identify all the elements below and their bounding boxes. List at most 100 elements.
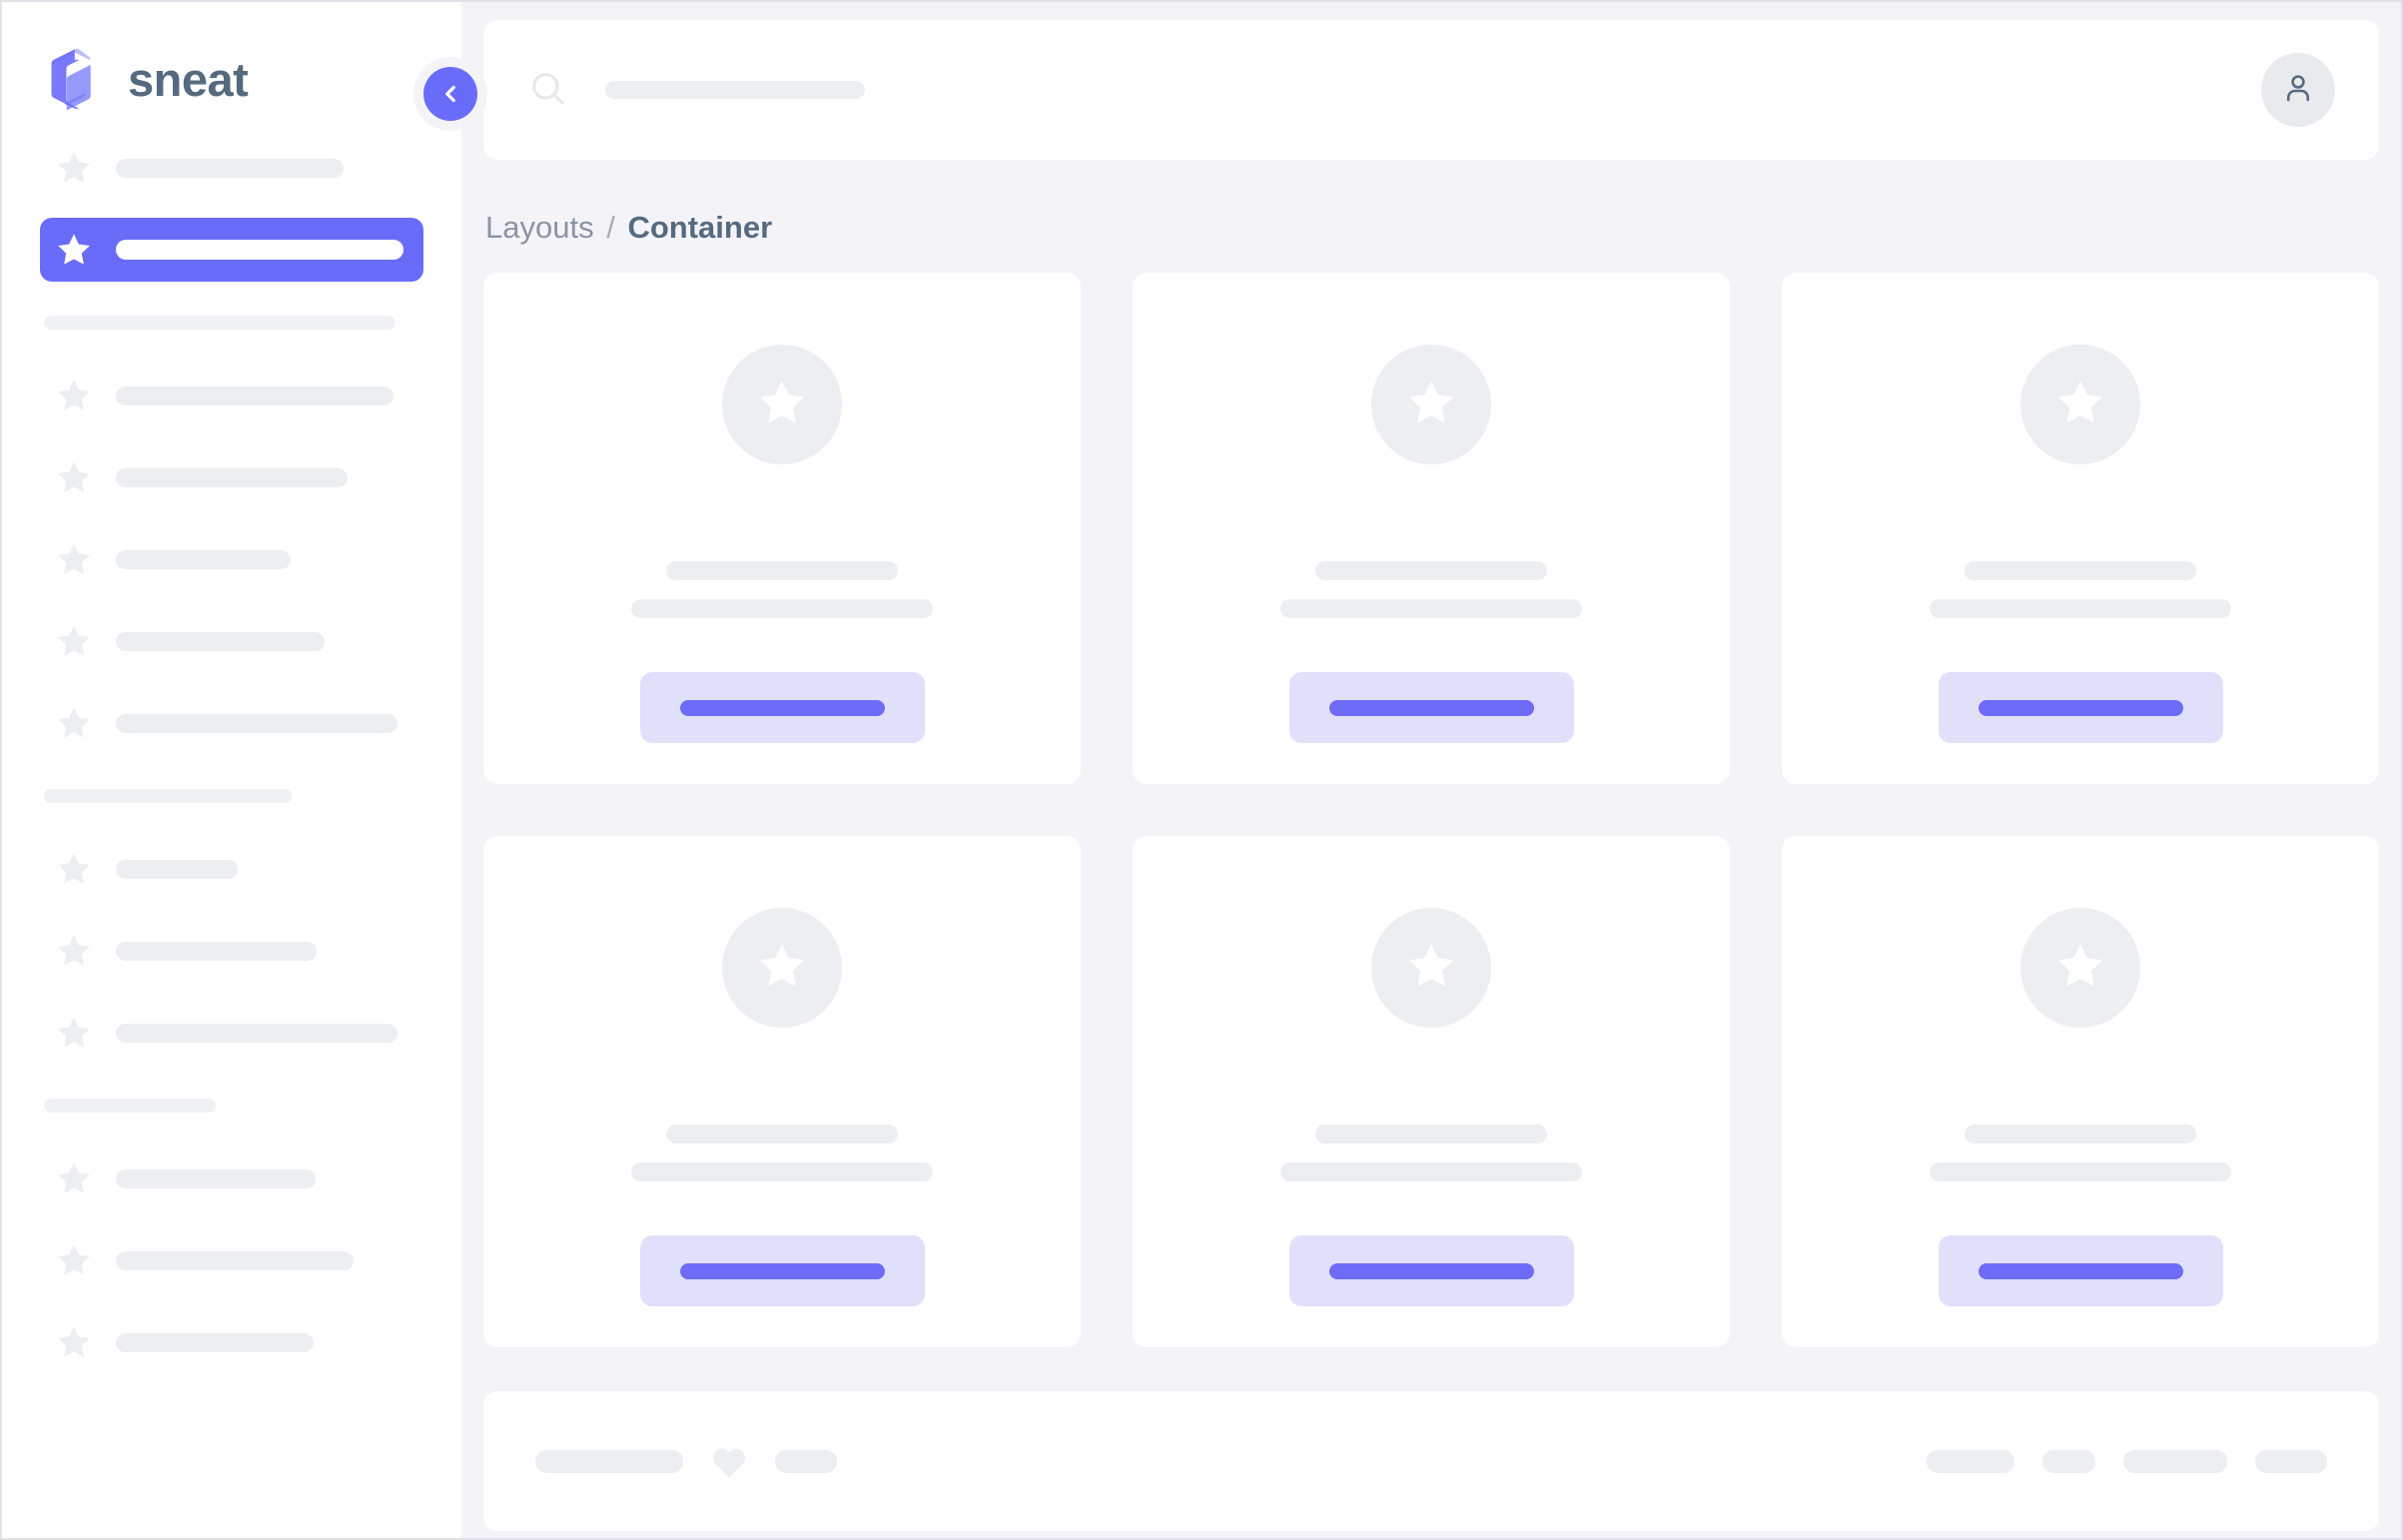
star-icon — [754, 375, 810, 435]
sidebar-item-label — [116, 1332, 314, 1352]
avatar[interactable] — [2261, 53, 2335, 127]
sidebar-item-8[interactable] — [40, 919, 423, 983]
card-action-button[interactable] — [1938, 1235, 2223, 1306]
card-avatar — [722, 345, 842, 464]
card-title — [1965, 561, 2196, 580]
card-action-label — [1328, 699, 1534, 716]
nav-spacer — [2, 755, 461, 789]
footer-link-2[interactable] — [2123, 1449, 2227, 1473]
card-subtitle — [1930, 599, 2231, 618]
sidebar-collapse-button[interactable] — [413, 57, 487, 131]
sidebar-item-5[interactable] — [40, 609, 423, 673]
sidebar: sneat — [2, 2, 487, 1538]
sidebar-item-10[interactable] — [40, 1147, 423, 1210]
footer-link-3[interactable] — [2255, 1449, 2327, 1473]
sidebar-item-3[interactable] — [40, 445, 423, 509]
nav-spacer — [2, 427, 461, 445]
card-action-button[interactable] — [639, 1235, 925, 1306]
sneat-logo-icon — [44, 47, 106, 111]
content-card — [1133, 836, 1730, 1347]
card-title — [1315, 561, 1547, 580]
star-icon — [54, 539, 94, 579]
sidebar-item-2[interactable] — [40, 364, 423, 427]
sidebar-item-label — [116, 1168, 316, 1188]
star-icon — [54, 230, 94, 270]
card-action-button[interactable] — [1288, 1235, 1574, 1306]
sidebar-item-label — [116, 385, 394, 405]
heart-icon — [709, 1442, 749, 1480]
nav-spacer — [2, 673, 461, 691]
card-title — [1315, 1125, 1547, 1144]
nav-spacer — [2, 282, 461, 316]
card-action-button[interactable] — [639, 672, 925, 743]
star-icon — [1403, 938, 1459, 999]
footer-card — [483, 1391, 2379, 1531]
star-icon — [2052, 375, 2108, 435]
top-navbar — [483, 20, 2379, 160]
search-area[interactable] — [527, 68, 2261, 113]
nav-spacer — [2, 983, 461, 1001]
footer-author-bar — [775, 1449, 837, 1473]
sidebar-item-label — [116, 941, 317, 961]
card-action-label — [1978, 1262, 2183, 1279]
content-card — [1782, 836, 2379, 1347]
card-grid — [483, 273, 2379, 1347]
sidebar-item-7[interactable] — [40, 837, 423, 901]
chevron-left-icon — [423, 67, 477, 121]
sidebar-item-11[interactable] — [40, 1228, 423, 1292]
card-action-label — [679, 699, 885, 716]
sidebar-item-label — [116, 549, 291, 569]
sidebar-divider — [44, 1099, 216, 1113]
footer-link-0[interactable] — [1927, 1449, 2014, 1473]
content-card — [483, 273, 1081, 784]
card-subtitle — [1930, 1162, 2231, 1181]
breadcrumb-parent[interactable]: Layouts — [485, 210, 594, 245]
card-avatar — [2020, 345, 2140, 464]
sidebar-item-12[interactable] — [40, 1310, 423, 1374]
star-icon — [54, 703, 94, 743]
card-title — [666, 561, 898, 580]
brand-name: sneat — [128, 52, 249, 106]
sidebar-item-4[interactable] — [40, 527, 423, 591]
star-icon — [54, 457, 94, 497]
sidebar-item-9[interactable] — [40, 1001, 423, 1065]
card-title — [1965, 1125, 2196, 1144]
nav-spacer — [2, 1374, 461, 1392]
main-content: Layouts / Container — [461, 2, 2401, 1538]
breadcrumb: Layouts / Container — [483, 198, 2379, 273]
sidebar-item-label — [116, 467, 348, 487]
sidebar-item-label — [116, 1023, 398, 1043]
star-icon — [754, 938, 810, 999]
sidebar-item-label — [116, 713, 398, 733]
card-action-label — [679, 1262, 885, 1279]
card-subtitle — [631, 599, 933, 618]
nav-spacer — [2, 1065, 461, 1099]
sidebar-item-6[interactable] — [40, 691, 423, 755]
nav-spacer — [2, 1113, 461, 1147]
card-avatar — [2020, 908, 2140, 1028]
search-input[interactable] — [605, 81, 865, 99]
card-action-button[interactable] — [1288, 672, 1574, 743]
star-icon — [54, 621, 94, 661]
brand[interactable]: sneat — [2, 2, 461, 114]
card-subtitle — [1280, 1162, 1582, 1181]
star-icon — [54, 1158, 94, 1198]
sidebar-item-label — [116, 859, 238, 879]
footer-link-1[interactable] — [2042, 1449, 2095, 1473]
nav-spacer — [2, 901, 461, 919]
star-icon — [54, 376, 94, 415]
star-icon — [54, 1322, 94, 1362]
card-action-button[interactable] — [1938, 672, 2223, 743]
footer-links — [1927, 1449, 2327, 1473]
star-icon — [54, 148, 94, 188]
footer-text-bar — [535, 1449, 683, 1473]
card-action-label — [1978, 699, 2183, 716]
sidebar-item-label — [116, 240, 403, 260]
nav-spacer — [2, 330, 461, 364]
sidebar-item-1[interactable] — [40, 218, 423, 282]
sidebar-item-label — [116, 158, 344, 178]
sidebar-item-0[interactable] — [40, 136, 423, 200]
content-card — [1782, 273, 2379, 784]
nav-spacer — [2, 1210, 461, 1228]
